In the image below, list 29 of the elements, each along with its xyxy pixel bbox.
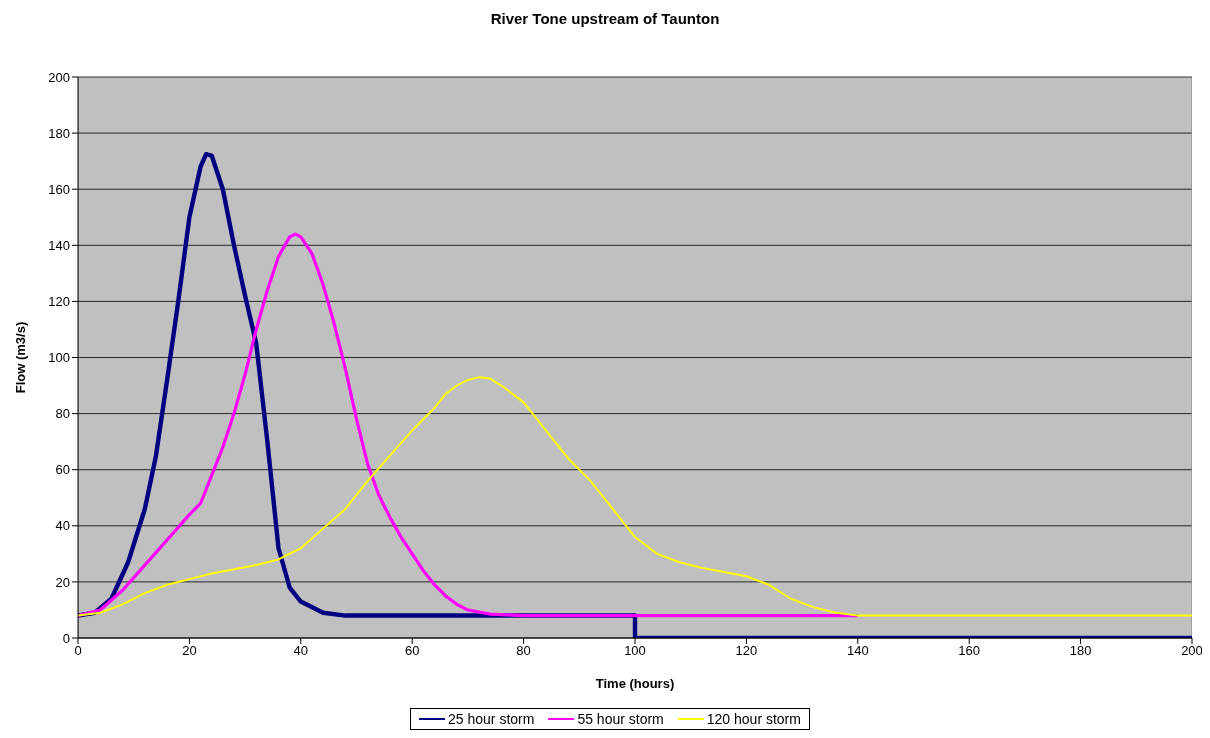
x-tick-label: 100: [624, 643, 646, 659]
x-tick-label: 200: [1181, 643, 1203, 659]
y-axis-title: Flow (m3/s): [12, 321, 28, 394]
legend-label: 120 hour storm: [705, 711, 801, 727]
x-tick-label: 140: [846, 643, 869, 659]
y-tick-label: 0: [62, 630, 70, 646]
line-series: [78, 232, 860, 618]
y-tick-label: 60: [55, 462, 70, 478]
x-tick-label: 20: [182, 643, 197, 659]
y-tick-label: 200: [48, 69, 70, 85]
x-tick-label: 40: [293, 643, 309, 659]
x-axis-title: Time (hours): [595, 676, 675, 691]
y-tick-label: 140: [48, 237, 70, 253]
x-tick-label: 120: [735, 643, 758, 659]
y-tick-label: 40: [55, 518, 70, 534]
x-tick-label: 160: [958, 643, 981, 659]
x-tick-label: 0: [74, 643, 82, 659]
y-tick-label: 20: [55, 574, 70, 590]
y-tick-label: 100: [48, 350, 70, 366]
y-tick-label: 160: [48, 181, 70, 197]
y-tick-label: 80: [55, 406, 70, 422]
y-tick-label: 120: [48, 294, 70, 310]
chart-title: River Tone upstream of Taunton: [489, 10, 721, 29]
y-tick-label: 180: [48, 125, 70, 141]
x-tick-label: 80: [516, 643, 531, 659]
legend-label: 25 hour storm: [447, 711, 535, 727]
x-tick-label: 60: [404, 643, 420, 659]
x-tick-label: 180: [1069, 643, 1092, 659]
legend-label: 55 hour storm: [576, 711, 664, 727]
